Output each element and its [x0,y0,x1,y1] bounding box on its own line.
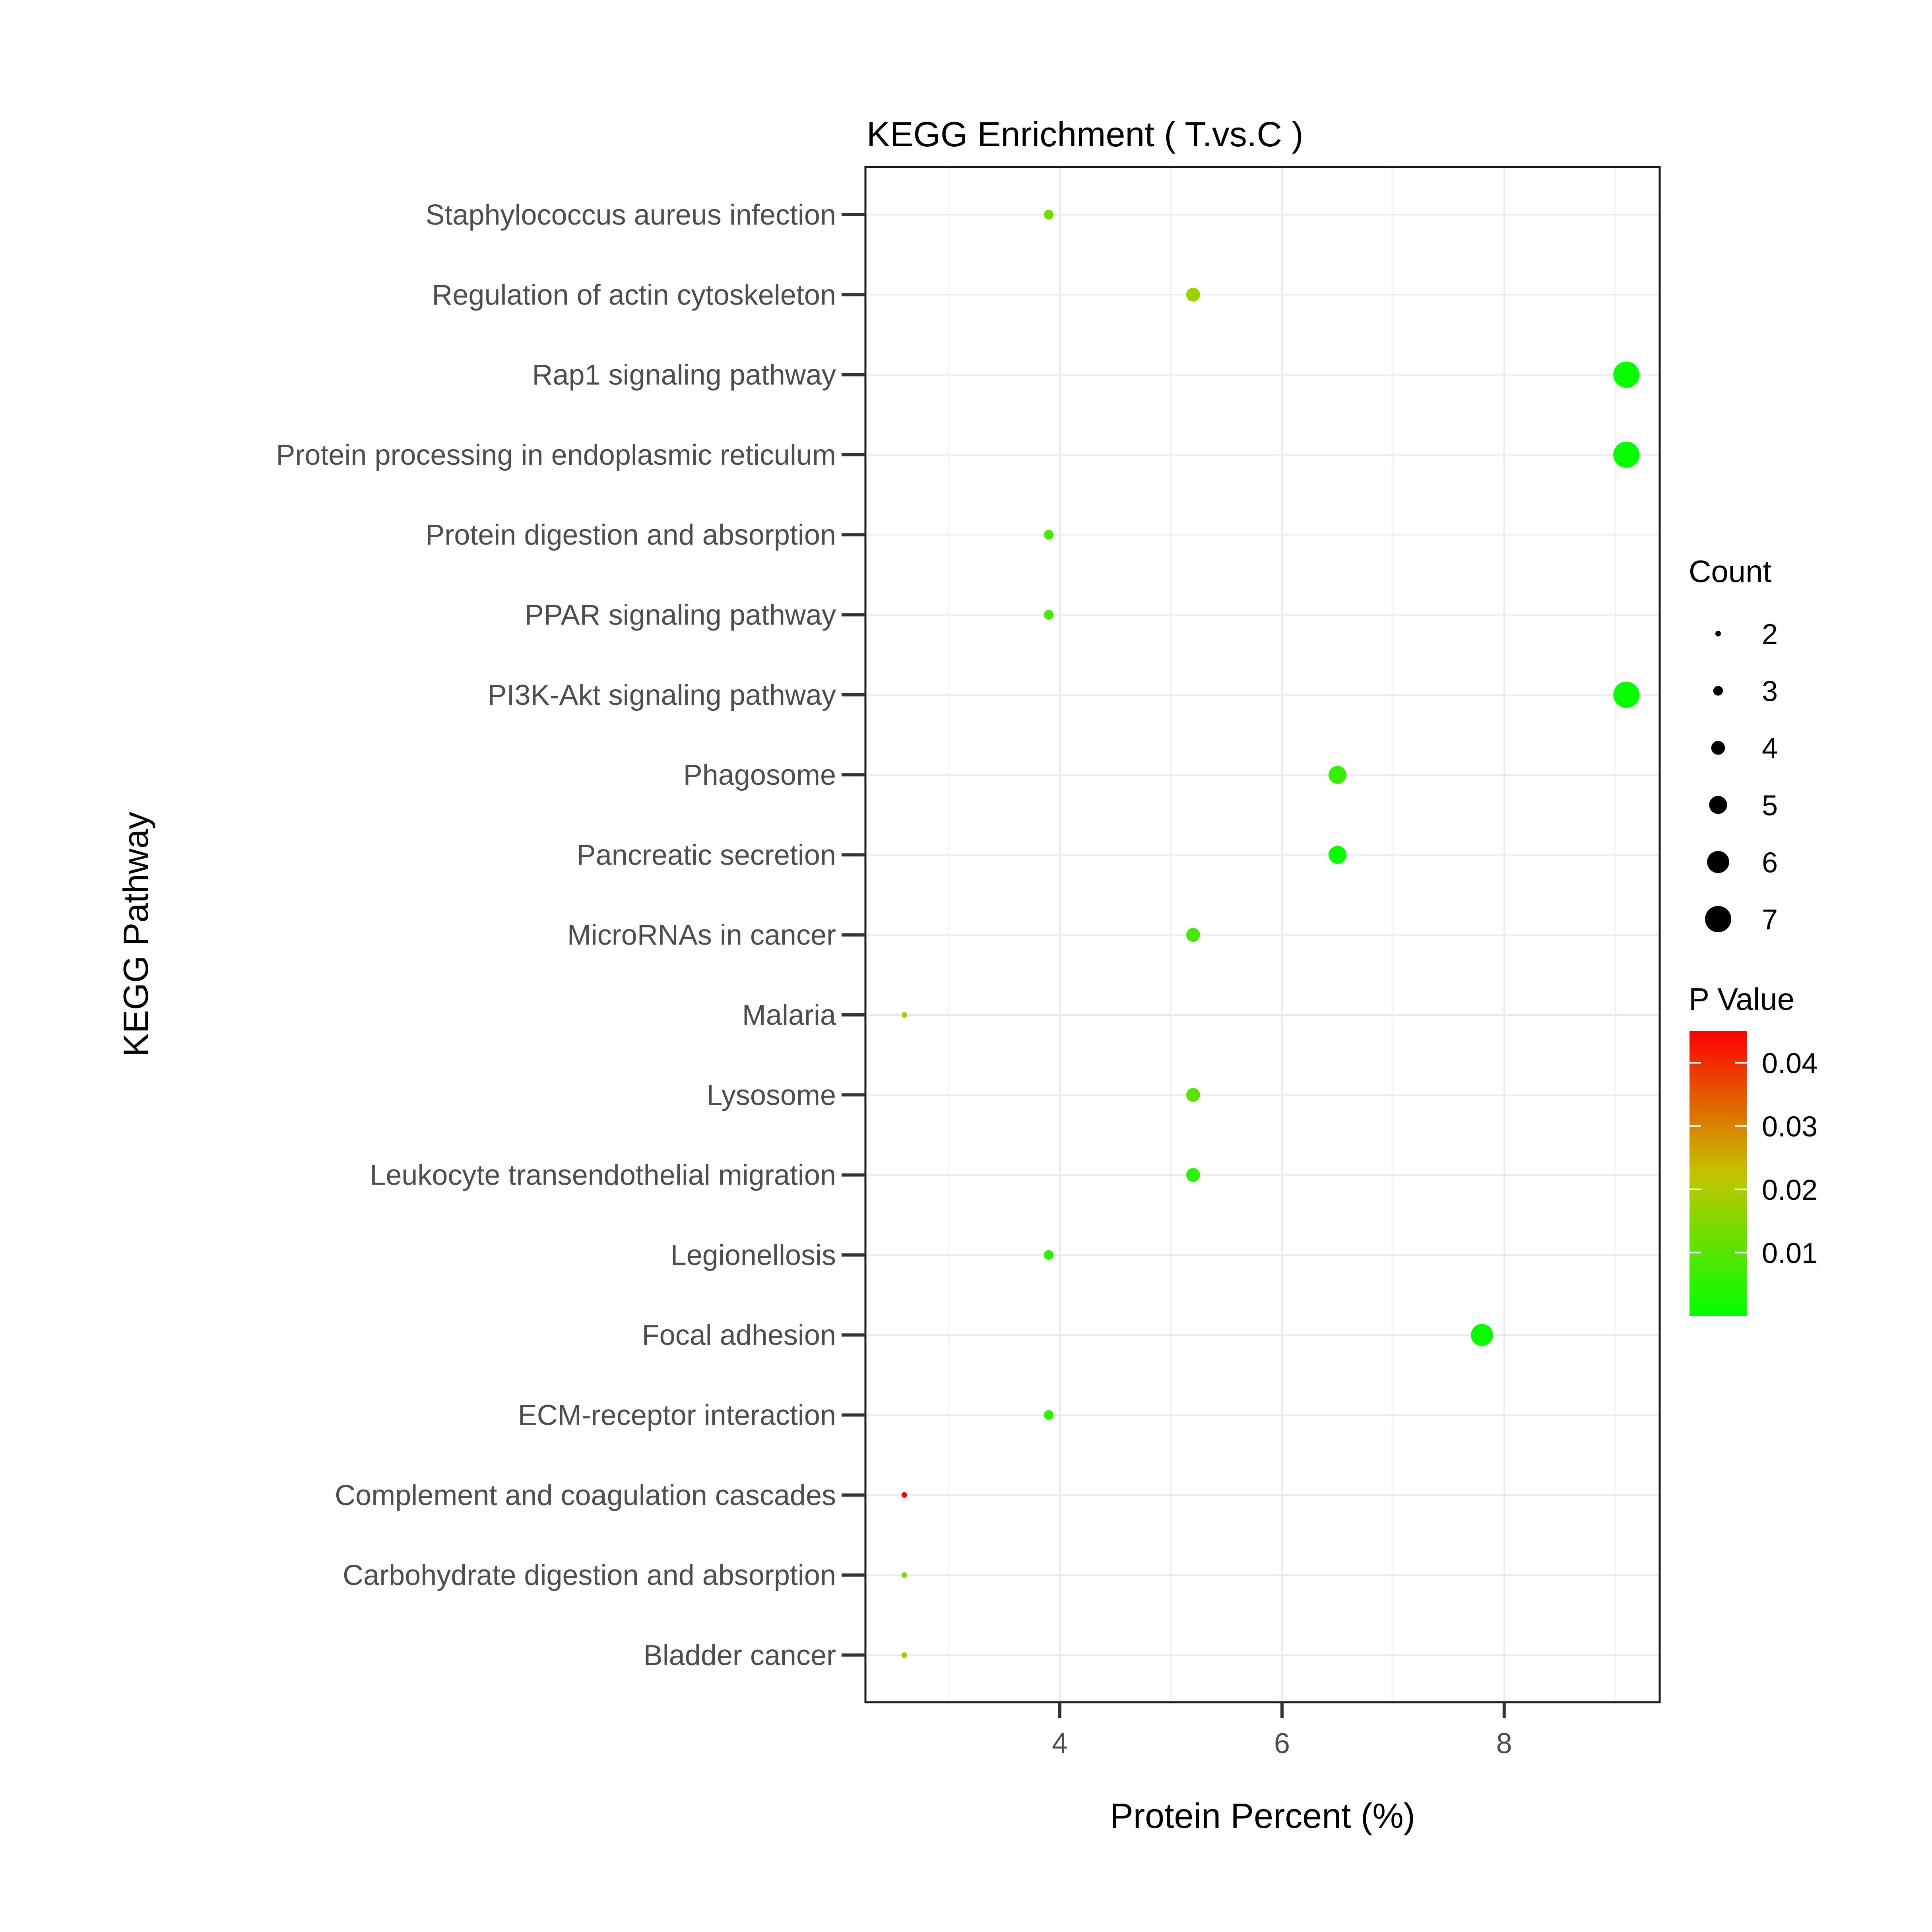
count-legend-symbol [1709,796,1727,814]
y-tick-label: MicroRNAs in cancer [567,919,836,951]
plot-title: KEGG Enrichment ( T.vs.C ) [867,114,1304,154]
x-tick-label: 4 [1052,1728,1068,1759]
count-legend-symbol [1713,686,1723,696]
x-axis-title: Protein Percent (%) [1110,1796,1415,1835]
count-legend-symbol [1711,741,1725,755]
data-points [901,209,1640,1658]
y-tick-label: Protein processing in endoplasmic reticu… [276,439,836,471]
y-tick-label: Rap1 signaling pathway [532,359,836,391]
count-legend-label: 6 [1762,847,1778,879]
data-point [1186,1088,1200,1102]
y-tick-label: Phagosome [683,759,836,791]
data-point [1186,928,1200,942]
y-tick-label: PI3K-Akt signaling pathway [488,679,836,711]
count-legend-label: 3 [1762,676,1778,708]
data-point [901,1492,907,1498]
y-tick-label: Pancreatic secretion [577,839,836,871]
y-tick-label: ECM-receptor interaction [518,1400,836,1432]
y-tick-label: Leukocyte transendothelial migration [370,1160,836,1191]
count-legend-label: 2 [1762,619,1778,650]
y-tick-label: Complement and coagulation cascades [335,1480,836,1511]
data-point [1044,530,1054,540]
pvalue-legend: P Value 0.04 0.03 0.02 0.01 [1689,982,1818,1316]
y-tick-label: Legionellosis [671,1240,836,1271]
y-tick-label: Regulation of actin cytoskeleton [432,279,836,311]
x-tick-label: 8 [1496,1728,1512,1759]
y-tick-label: Protein digestion and absorption [425,519,836,551]
data-point [1613,361,1640,388]
data-point [1044,1250,1054,1260]
count-legend-label: 7 [1762,904,1778,936]
count-legend-symbol [1715,631,1721,636]
data-point [1329,766,1347,784]
data-point [901,1012,907,1018]
data-point [1044,1410,1054,1420]
count-legend-label: 5 [1762,790,1778,822]
count-legend: Count 2 3 4 5 6 7 [1689,554,1778,936]
data-point [1329,846,1347,864]
y-tick-label: Lysosome [707,1079,836,1111]
count-legend-title: Count [1689,554,1771,589]
data-point [1471,1324,1493,1346]
data-point [1186,287,1200,302]
y-tick-label: Malaria [742,999,836,1031]
pvalue-legend-title: P Value [1689,982,1794,1016]
data-point [1613,441,1640,468]
y-axis: Staphylococcus aureus infection Regulatio… [276,199,865,1671]
pvalue-legend-label: 0.04 [1762,1048,1818,1080]
data-point [1044,209,1054,220]
count-legend-symbol [1705,906,1731,932]
y-axis-title: KEGG Pathway [116,812,155,1057]
pvalue-legend-label: 0.03 [1762,1111,1818,1143]
pvalue-legend-label: 0.02 [1762,1174,1818,1206]
grid-lines [865,167,1660,1702]
count-legend-symbol [1707,851,1729,873]
y-tick-label: Staphylococcus aureus infection [425,199,836,231]
data-point [901,1652,907,1658]
y-tick-label: Bladder cancer [644,1639,836,1671]
data-point [1186,1168,1200,1182]
x-axis: 4 6 8 [1052,1702,1512,1759]
count-legend-label: 4 [1762,733,1778,764]
y-tick-label: PPAR signaling pathway [525,599,836,631]
pvalue-legend-label: 0.01 [1762,1238,1818,1269]
data-point [1044,610,1054,620]
x-tick-label: 6 [1274,1728,1290,1759]
y-tick-label: Carbohydrate digestion and absorption [343,1560,836,1591]
y-tick-label: Focal adhesion [642,1319,836,1351]
data-point [901,1572,907,1578]
pvalue-colorbar [1690,1031,1747,1316]
data-point [1613,681,1640,708]
